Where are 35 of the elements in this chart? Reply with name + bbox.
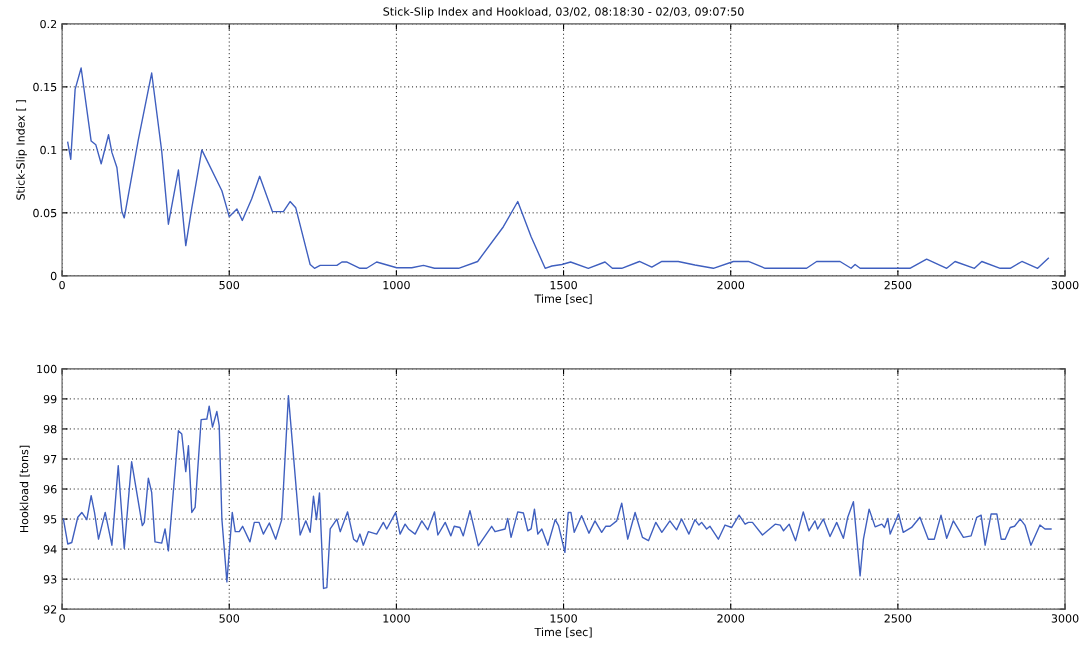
x-tick-label: 1000: [383, 614, 410, 623]
y-tick-label: 97: [43, 454, 57, 464]
y-tick-label: 92: [43, 605, 57, 614]
x-tick-label: 2000: [717, 280, 745, 290]
x-tick-label: 1500: [550, 280, 577, 290]
y-tick-label: 100: [37, 364, 57, 374]
y-tick-label: 0.05: [33, 208, 57, 218]
y-tick-label: 94: [43, 545, 57, 554]
x-tick-label: 1500: [550, 614, 577, 623]
y-tick-label: 0.15: [33, 82, 57, 92]
line-series: [67, 67, 1050, 269]
x-tick-label: 2000: [717, 614, 745, 623]
y-tick-label: 98: [43, 424, 57, 434]
y-tick-label: 95: [43, 515, 57, 524]
line-series: [62, 394, 1052, 590]
y-axis-title: Hookload [tons]: [19, 445, 30, 533]
y-tick-label: 93: [43, 575, 57, 584]
x-tick-label: 0: [59, 280, 65, 290]
x-tick-label: 3000: [1051, 280, 1079, 290]
x-tick-label: 0: [59, 614, 65, 623]
chart-title: Stick-Slip Index and Hookload, 03/02, 08:18:30 - 02/03, 09:07:50: [383, 7, 744, 18]
y-axis-title: Stick-Slip Index [ ]: [16, 100, 27, 200]
x-axis-title: Time [sec]: [534, 294, 592, 305]
x-tick-label: 3000: [1051, 614, 1079, 623]
x-tick-label: 500: [219, 280, 240, 290]
y-tick-label: 99: [43, 394, 57, 404]
x-tick-label: 500: [219, 614, 240, 623]
x-tick-label: 2500: [884, 614, 912, 623]
y-tick-label: 0.1: [40, 145, 57, 155]
x-tick-label: 2500: [884, 280, 912, 290]
x-tick-label: 1000: [383, 280, 410, 290]
x-axis-title: Time [sec]: [534, 627, 592, 638]
y-tick-label: 0: [50, 271, 57, 281]
y-tick-label: 0.2: [40, 19, 57, 29]
y-tick-label: 96: [43, 485, 57, 494]
